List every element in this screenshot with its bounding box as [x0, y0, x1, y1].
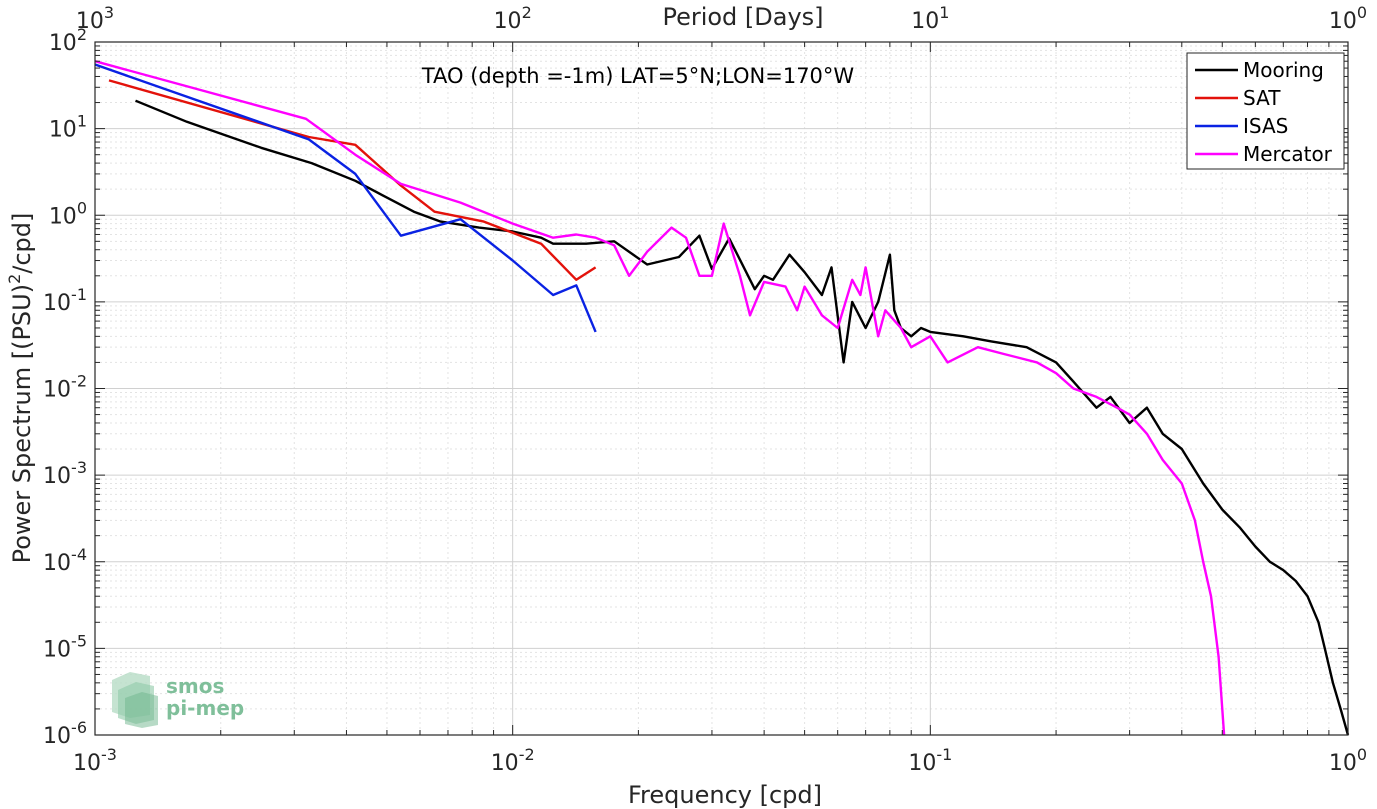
y-tick-label-base: 10	[49, 118, 77, 143]
legend-label-mooring: Mooring	[1243, 58, 1324, 82]
series-line-sat	[108, 79, 597, 281]
x-tick-label-base: 10	[908, 751, 936, 776]
x2-tick-label: 102	[494, 3, 532, 34]
legend-label-isas: ISAS	[1243, 114, 1288, 138]
smos-pi-mep-watermark: smos pi-mep	[112, 672, 244, 728]
x-tick-label: 10-2	[491, 745, 535, 776]
x2-tick-label: 103	[76, 3, 114, 34]
y-tick-label-base: 10	[49, 204, 77, 229]
data-series	[94, 60, 1350, 736]
x2-tick-label: 101	[911, 3, 949, 34]
x2-tick-label-base: 10	[76, 9, 104, 34]
x2-tick-label-base: 10	[911, 9, 939, 34]
y-axis-label-superscript: 2	[5, 274, 24, 284]
y-tick-label-base: 10	[43, 378, 71, 403]
y-tick-label: 10-3	[43, 458, 87, 489]
y-tick-label-base: 10	[43, 724, 71, 749]
y-tick-label: 10-2	[43, 372, 87, 403]
y-tick-label-exponent: -4	[71, 545, 87, 564]
x2-tick-label-exponent: 2	[522, 3, 532, 22]
legend-label-mercator: Mercator	[1243, 142, 1333, 166]
y-tick-label-exponent: -3	[71, 458, 87, 477]
top-axis-label: Period [Days]	[662, 3, 823, 31]
x2-tick-label-exponent: 0	[1357, 3, 1367, 22]
x2-tick-label-base: 10	[494, 9, 522, 34]
y-tick-label-base: 10	[43, 637, 71, 662]
legend: Mooring SAT ISAS Mercator	[1186, 52, 1345, 170]
legend-box	[1186, 52, 1345, 170]
y-tick-label: 10-4	[43, 545, 87, 576]
x-tick-label-base: 10	[1329, 751, 1357, 776]
x-axis-label: Frequency [cpd]	[628, 781, 822, 809]
x-tick-label: 10-1	[908, 745, 952, 776]
y-tick-label: 101	[49, 112, 87, 143]
y-tick-label: 10-1	[43, 285, 87, 316]
legend-label-sat: SAT	[1243, 86, 1281, 110]
x2-tick-label-base: 10	[1329, 9, 1357, 34]
x2-tick-label: 100	[1329, 3, 1367, 34]
y-tick-label: 102	[49, 25, 87, 56]
axis-ticks	[94, 41, 1349, 736]
x-tick-label-exponent: -3	[101, 745, 117, 764]
x-tick-label-exponent: 0	[1357, 745, 1367, 764]
y-axis-label-main: Power Spectrum [(PSU)	[8, 284, 36, 563]
y-tick-label-exponent: -2	[71, 372, 87, 391]
x-tick-label: 100	[1329, 745, 1367, 776]
y-tick-label-exponent: -1	[71, 285, 87, 304]
series-line-isas	[94, 63, 597, 333]
watermark-text-2: pi-mep	[166, 696, 244, 720]
x-tick-label-base: 10	[491, 751, 519, 776]
y-tick-label-base: 10	[43, 291, 71, 316]
y-tick-label: 100	[49, 198, 87, 229]
x-tick-label-base: 10	[73, 751, 101, 776]
y-tick-label-exponent: 2	[77, 25, 87, 44]
x-tick-label: 10-3	[73, 745, 117, 776]
y-tick-label-exponent: 0	[77, 198, 87, 217]
series-line-mooring	[135, 99, 1350, 736]
x-tick-label-exponent: -2	[519, 745, 535, 764]
y-tick-label-base: 10	[43, 551, 71, 576]
series-line-mercator	[94, 60, 1226, 736]
y-axis-label: Power Spectrum [(PSU)2/cpd]	[5, 213, 36, 564]
chart-title: TAO (depth =-1m) LAT=5°N;LON=170°W	[421, 64, 855, 88]
watermark-text-1: smos	[166, 674, 224, 698]
y-axis-label-tail: /cpd]	[8, 213, 36, 274]
y-tick-label-base: 10	[43, 464, 71, 489]
y-tick-label-exponent: 1	[77, 112, 87, 131]
x2-tick-label-exponent: 3	[104, 3, 114, 22]
y-tick-label-exponent: -6	[71, 718, 87, 737]
y-tick-label: 10-5	[43, 631, 87, 662]
y-tick-label-exponent: -5	[71, 631, 87, 650]
y-tick-label-base: 10	[49, 31, 77, 56]
y-tick-label: 10-6	[43, 718, 87, 749]
x-tick-label-exponent: -1	[936, 745, 952, 764]
x2-tick-label-exponent: 1	[939, 3, 949, 22]
